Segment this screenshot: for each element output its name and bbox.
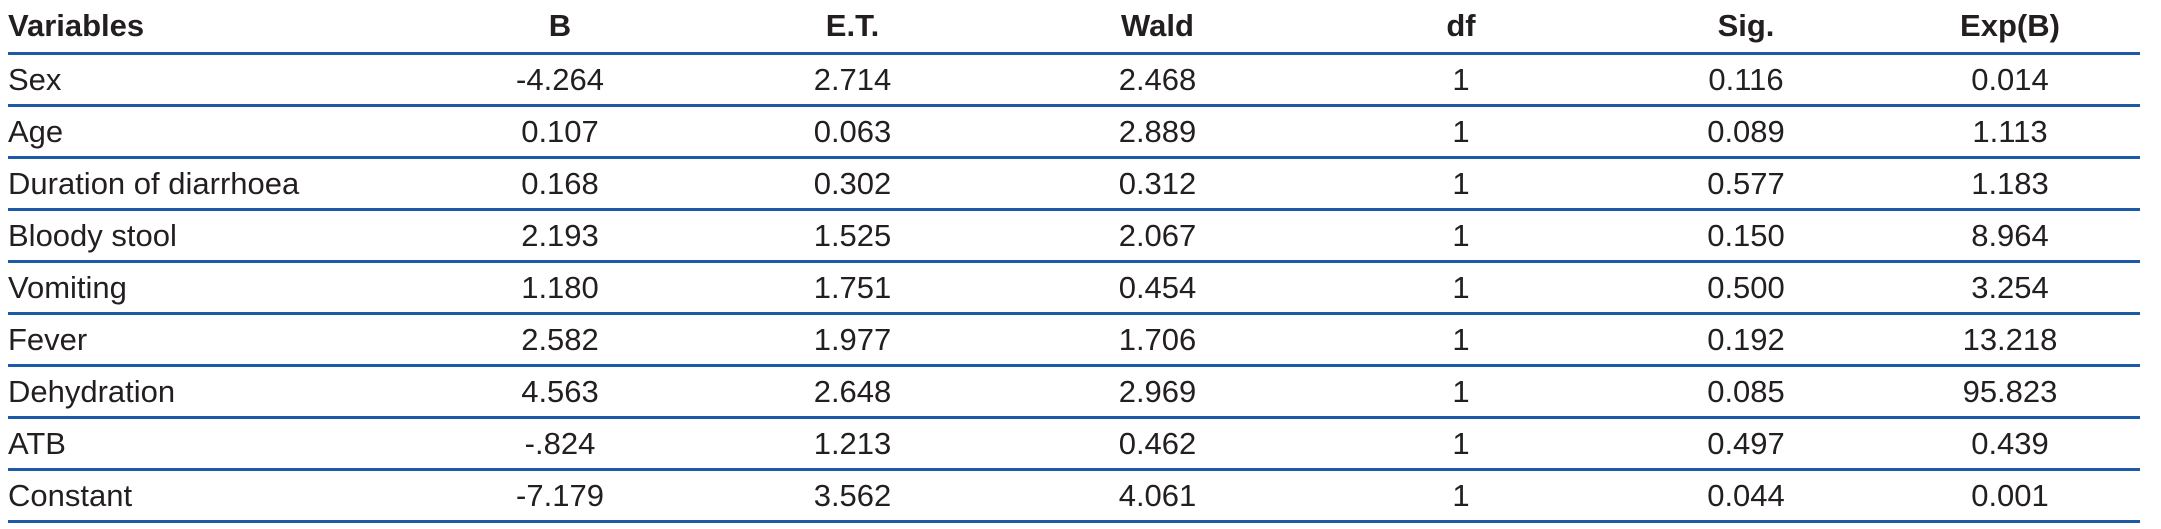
cell-expb: 3.254 bbox=[1880, 261, 2140, 315]
cell-wald: 2.969 bbox=[1005, 365, 1310, 419]
cell-df: 1 bbox=[1310, 365, 1612, 419]
header-row: Variables B E.T. Wald df Sig. Exp(B) bbox=[8, 0, 2140, 55]
cell-et: 2.714 bbox=[700, 53, 1005, 107]
cell-variable: ATB bbox=[8, 417, 420, 471]
cell-b: -4.264 bbox=[420, 53, 700, 107]
column-header-b: B bbox=[420, 0, 700, 55]
table-row: Dehydration 4.563 2.648 2.969 1 0.085 95.823 bbox=[8, 365, 2140, 419]
cell-expb: 1.183 bbox=[1880, 157, 2140, 211]
cell-et: 0.302 bbox=[700, 157, 1005, 211]
cell-wald: 2.889 bbox=[1005, 105, 1310, 159]
table-body: Sex -4.264 2.714 2.468 1 0.116 0.014 Age 0.107 0.… bbox=[8, 53, 2140, 523]
cell-sig: 0.116 bbox=[1612, 53, 1880, 107]
cell-wald: 2.468 bbox=[1005, 53, 1310, 107]
cell-variable: Constant bbox=[8, 469, 420, 523]
cell-sig: 0.497 bbox=[1612, 417, 1880, 471]
cell-b: 2.193 bbox=[420, 209, 700, 263]
table-row: Bloody stool 2.193 1.525 2.067 1 0.150 8.964 bbox=[8, 209, 2140, 263]
cell-b: -7.179 bbox=[420, 469, 700, 523]
cell-et: 1.751 bbox=[700, 261, 1005, 315]
table-row: Duration of diarrhoea 0.168 0.302 0.312 1 0.5… bbox=[8, 157, 2140, 211]
cell-wald: 0.462 bbox=[1005, 417, 1310, 471]
cell-df: 1 bbox=[1310, 157, 1612, 211]
cell-b: -.824 bbox=[420, 417, 700, 471]
table-row: Sex -4.264 2.714 2.468 1 0.116 0.014 bbox=[8, 53, 2140, 107]
cell-expb: 1.113 bbox=[1880, 105, 2140, 159]
cell-et: 0.063 bbox=[700, 105, 1005, 159]
cell-variable: Fever bbox=[8, 313, 420, 367]
cell-df: 1 bbox=[1310, 313, 1612, 367]
column-header-et: E.T. bbox=[700, 0, 1005, 55]
cell-df: 1 bbox=[1310, 417, 1612, 471]
cell-variable: Dehydration bbox=[8, 365, 420, 419]
cell-et: 1.977 bbox=[700, 313, 1005, 367]
cell-wald: 1.706 bbox=[1005, 313, 1310, 367]
cell-expb: 8.964 bbox=[1880, 209, 2140, 263]
cell-variable: Age bbox=[8, 105, 420, 159]
cell-wald: 0.312 bbox=[1005, 157, 1310, 211]
column-header-variable: Variables bbox=[8, 0, 420, 55]
column-header-sig: Sig. bbox=[1612, 0, 1880, 55]
cell-variable: Vomiting bbox=[8, 261, 420, 315]
cell-sig: 0.150 bbox=[1612, 209, 1880, 263]
cell-et: 3.562 bbox=[700, 469, 1005, 523]
cell-df: 1 bbox=[1310, 53, 1612, 107]
cell-df: 1 bbox=[1310, 209, 1612, 263]
cell-wald: 2.067 bbox=[1005, 209, 1310, 263]
cell-expb: 13.218 bbox=[1880, 313, 2140, 367]
logistic-regression-table: Variables B E.T. Wald df Sig. Exp(B) Sex -4.264… bbox=[8, 0, 2140, 523]
cell-b: 0.168 bbox=[420, 157, 700, 211]
cell-et: 1.213 bbox=[700, 417, 1005, 471]
column-header-expb: Exp(B) bbox=[1880, 0, 2140, 55]
cell-sig: 0.500 bbox=[1612, 261, 1880, 315]
cell-sig: 0.089 bbox=[1612, 105, 1880, 159]
cell-b: 4.563 bbox=[420, 365, 700, 419]
cell-expb: 0.439 bbox=[1880, 417, 2140, 471]
cell-b: 0.107 bbox=[420, 105, 700, 159]
cell-variable: Sex bbox=[8, 53, 420, 107]
cell-sig: 0.085 bbox=[1612, 365, 1880, 419]
cell-sig: 0.577 bbox=[1612, 157, 1880, 211]
cell-wald: 4.061 bbox=[1005, 469, 1310, 523]
table-row: Vomiting 1.180 1.751 0.454 1 0.500 3.254 bbox=[8, 261, 2140, 315]
cell-df: 1 bbox=[1310, 469, 1612, 523]
cell-b: 1.180 bbox=[420, 261, 700, 315]
cell-expb: 0.001 bbox=[1880, 469, 2140, 523]
table-row: ATB -.824 1.213 0.462 1 0.497 0.439 bbox=[8, 417, 2140, 471]
cell-variable: Bloody stool bbox=[8, 209, 420, 263]
cell-expb: 0.014 bbox=[1880, 53, 2140, 107]
table-row: Fever 2.582 1.977 1.706 1 0.192 13.218 bbox=[8, 313, 2140, 367]
cell-df: 1 bbox=[1310, 105, 1612, 159]
cell-b: 2.582 bbox=[420, 313, 700, 367]
cell-expb: 95.823 bbox=[1880, 365, 2140, 419]
cell-variable: Duration of diarrhoea bbox=[8, 157, 420, 211]
table-row: Age 0.107 0.063 2.889 1 0.089 1.113 bbox=[8, 105, 2140, 159]
cell-sig: 0.044 bbox=[1612, 469, 1880, 523]
cell-df: 1 bbox=[1310, 261, 1612, 315]
cell-et: 1.525 bbox=[700, 209, 1005, 263]
table-row: Constant -7.179 3.562 4.061 1 0.044 0.001 bbox=[8, 469, 2140, 523]
cell-wald: 0.454 bbox=[1005, 261, 1310, 315]
cell-et: 2.648 bbox=[700, 365, 1005, 419]
column-header-wald: Wald bbox=[1005, 0, 1310, 55]
table-header: Variables B E.T. Wald df Sig. Exp(B) bbox=[8, 0, 2140, 55]
cell-sig: 0.192 bbox=[1612, 313, 1880, 367]
column-header-df: df bbox=[1310, 0, 1612, 55]
